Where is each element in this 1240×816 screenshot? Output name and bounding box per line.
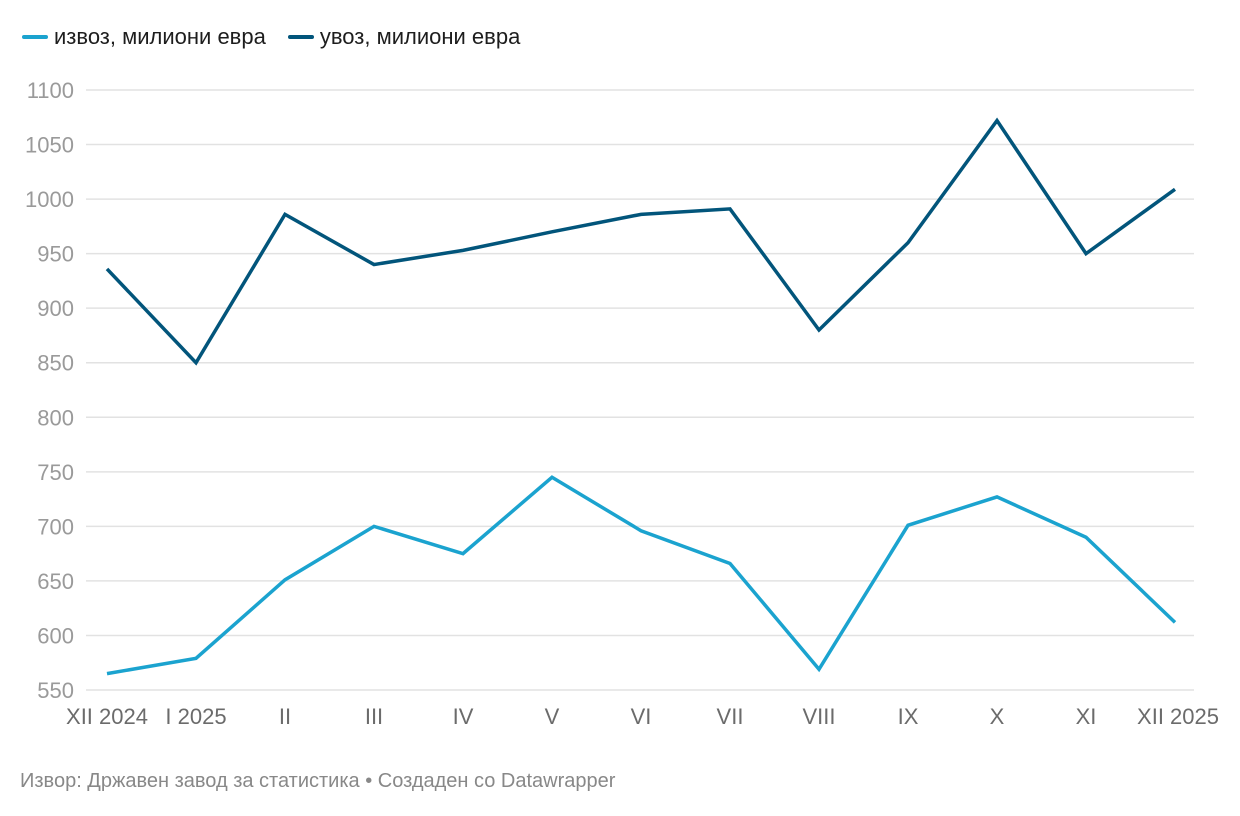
x-tick-label: VIII <box>802 704 835 729</box>
y-tick-label: 850 <box>37 351 74 376</box>
legend-swatch-import <box>287 35 314 39</box>
series-line-import <box>105 117 1177 366</box>
y-tick-label: 950 <box>37 242 74 267</box>
x-tick-label: III <box>365 704 383 729</box>
legend-item-import: увоз, милиони евра <box>287 24 521 50</box>
y-tick-label: 650 <box>37 569 74 594</box>
y-tick-label: 600 <box>37 623 74 648</box>
legend-swatch-export <box>22 35 48 39</box>
legend-label-import: увоз, милиони евра <box>319 24 521 49</box>
x-axis-ticks: XII 2024 I 2025 II III IV V VI VII VIII IX X XI XII … <box>66 704 1219 729</box>
series-line-export <box>106 475 1177 676</box>
gridlines <box>86 89 1194 691</box>
x-tick-label: IX <box>898 704 919 729</box>
x-tick-label: II <box>279 704 291 729</box>
y-tick-label: 700 <box>37 514 74 539</box>
chart-legend: извоз, милиони евра увоз, милиони евра <box>22 24 520 50</box>
y-tick-label: 1050 <box>25 133 74 158</box>
x-tick-label: IV <box>453 704 474 729</box>
y-tick-label: 800 <box>37 405 74 430</box>
y-tick-label: 900 <box>37 296 74 321</box>
y-tick-label: 1000 <box>25 187 74 212</box>
x-tick-label: XII 2025 <box>1137 704 1219 729</box>
x-tick-label: XII 2024 <box>66 704 148 729</box>
y-axis-ticks: 1100 1050 1000 950 900 850 800 750 700 650 600 550 <box>25 78 74 703</box>
x-tick-label: VI <box>631 704 652 729</box>
legend-label-export: извоз, милиони евра <box>54 24 266 49</box>
y-tick-label: 550 <box>37 678 74 703</box>
x-tick-label: VII <box>717 704 744 729</box>
x-tick-label: I 2025 <box>165 704 226 729</box>
series-lines <box>105 117 1177 676</box>
source-footer: Извор: Државен завод за статистика • Соз… <box>20 770 616 792</box>
x-tick-label: X <box>990 704 1005 729</box>
x-tick-label: XI <box>1076 704 1097 729</box>
x-tick-label: V <box>545 704 560 729</box>
y-tick-label: 750 <box>37 460 74 485</box>
legend-item-export: извоз, милиони евра <box>22 24 266 50</box>
y-tick-label: 1100 <box>27 78 74 103</box>
